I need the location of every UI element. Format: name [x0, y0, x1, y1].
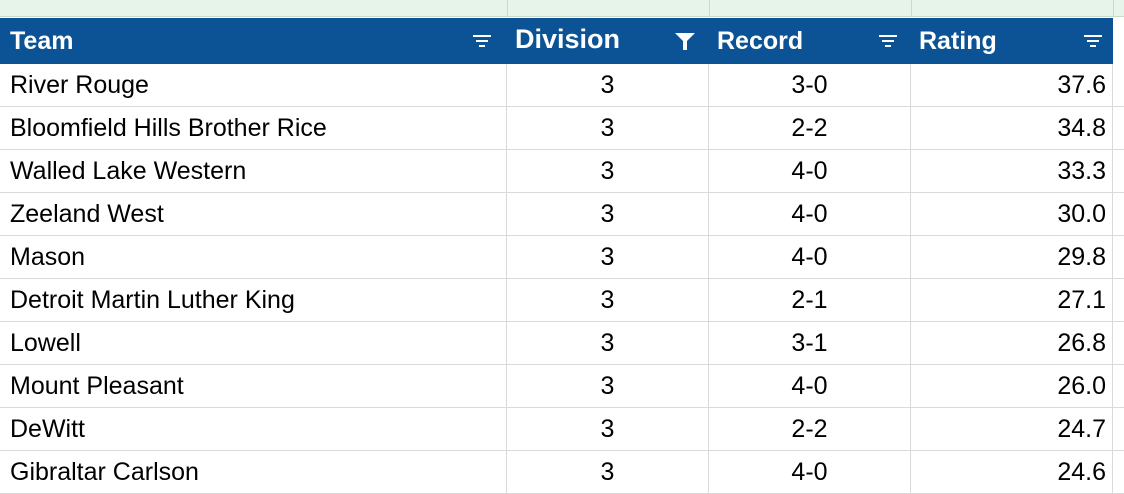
table-row[interactable]: Mount Pleasant 3 4-0 26.0	[0, 365, 1124, 408]
cell-empty[interactable]	[1113, 279, 1124, 321]
cell-record[interactable]: 4-0	[709, 236, 911, 278]
filter-lines-icon[interactable]	[876, 30, 900, 52]
cell-record[interactable]: 4-0	[709, 451, 911, 493]
header-row: Team Division Record Rating	[0, 18, 1124, 64]
table-row[interactable]: Zeeland West 3 4-0 30.0	[0, 193, 1124, 236]
cell-empty[interactable]	[1113, 64, 1124, 106]
table-row[interactable]: Mason 3 4-0 29.8	[0, 236, 1124, 279]
table-row[interactable]: Detroit Martin Luther King 3 2-1 27.1	[0, 279, 1124, 322]
table-row[interactable]: Lowell 3 3-1 26.8	[0, 322, 1124, 365]
cell-division[interactable]: 3	[507, 279, 709, 321]
column-divider	[507, 0, 508, 16]
cell-record[interactable]: 2-2	[709, 408, 911, 450]
filter-lines-icon[interactable]	[1081, 30, 1105, 52]
cell-empty[interactable]	[1113, 236, 1124, 278]
cell-division[interactable]: 3	[507, 150, 709, 192]
column-divider	[911, 0, 912, 16]
cell-rating[interactable]: 26.8	[911, 322, 1113, 364]
table-row[interactable]: Walled Lake Western 3 4-0 33.3	[0, 150, 1124, 193]
cell-empty[interactable]	[1113, 322, 1124, 364]
cell-rating[interactable]: 33.3	[911, 150, 1113, 192]
cell-team[interactable]: Mason	[0, 236, 507, 278]
cell-team[interactable]: Detroit Martin Luther King	[0, 279, 507, 321]
table-row[interactable]: Gibraltar Carlson 3 4-0 24.6	[0, 451, 1124, 494]
header-label-division: Division	[515, 23, 621, 54]
cell-empty[interactable]	[1113, 150, 1124, 192]
cell-record[interactable]: 3-1	[709, 322, 911, 364]
column-divider	[709, 0, 710, 16]
frozen-row-strip	[0, 0, 1124, 17]
column-divider	[1113, 0, 1114, 16]
header-label-record: Record	[717, 26, 804, 55]
next-column-header[interactable]	[1113, 18, 1124, 64]
cell-division[interactable]: 3	[507, 322, 709, 364]
cell-empty[interactable]	[1113, 365, 1124, 407]
cell-division[interactable]: 3	[507, 64, 709, 106]
cell-team[interactable]: Mount Pleasant	[0, 365, 507, 407]
cell-record[interactable]: 3-0	[709, 64, 911, 106]
cell-team[interactable]: Lowell	[0, 322, 507, 364]
cell-rating[interactable]: 24.7	[911, 408, 1113, 450]
cell-record[interactable]: 4-0	[709, 193, 911, 235]
cell-rating[interactable]: 30.0	[911, 193, 1113, 235]
cell-empty[interactable]	[1113, 193, 1124, 235]
cell-record[interactable]: 2-2	[709, 107, 911, 149]
header-cell-team[interactable]: Team	[0, 18, 507, 64]
cell-rating[interactable]: 34.8	[911, 107, 1113, 149]
spreadsheet-grid: Team Division Record Rating	[0, 18, 1124, 494]
cell-division[interactable]: 3	[507, 451, 709, 493]
filter-lines-icon[interactable]	[470, 30, 494, 52]
cell-record[interactable]: 2-1	[709, 279, 911, 321]
filter-funnel-active-icon[interactable]	[673, 30, 697, 52]
header-cell-record[interactable]: Record	[709, 18, 911, 64]
cell-team[interactable]: Gibraltar Carlson	[0, 451, 507, 493]
cell-division[interactable]: 3	[507, 193, 709, 235]
cell-rating[interactable]: 27.1	[911, 279, 1113, 321]
cell-record[interactable]: 4-0	[709, 365, 911, 407]
table-row[interactable]: Bloomfield Hills Brother Rice 3 2-2 34.8	[0, 107, 1124, 150]
cell-record[interactable]: 4-0	[709, 150, 911, 192]
cell-empty[interactable]	[1113, 451, 1124, 493]
cell-rating[interactable]: 24.6	[911, 451, 1113, 493]
cell-team[interactable]: River Rouge	[0, 64, 507, 106]
cell-rating[interactable]: 37.6	[911, 64, 1113, 106]
table-row[interactable]: River Rouge 3 3-0 37.6	[0, 64, 1124, 107]
cell-empty[interactable]	[1113, 408, 1124, 450]
header-label-team: Team	[10, 26, 74, 55]
header-label-rating: Rating	[919, 26, 997, 55]
header-cell-rating[interactable]: Rating	[911, 18, 1113, 64]
cell-team[interactable]: Walled Lake Western	[0, 150, 507, 192]
cell-team[interactable]: DeWitt	[0, 408, 507, 450]
cell-team[interactable]: Bloomfield Hills Brother Rice	[0, 107, 507, 149]
cell-empty[interactable]	[1113, 107, 1124, 149]
cell-rating[interactable]: 26.0	[911, 365, 1113, 407]
header-cell-division[interactable]: Division	[507, 18, 709, 64]
cell-team[interactable]: Zeeland West	[0, 193, 507, 235]
cell-division[interactable]: 3	[507, 408, 709, 450]
cell-division[interactable]: 3	[507, 107, 709, 149]
table-row[interactable]: DeWitt 3 2-2 24.7	[0, 408, 1124, 451]
cell-division[interactable]: 3	[507, 236, 709, 278]
cell-division[interactable]: 3	[507, 365, 709, 407]
cell-rating[interactable]: 29.8	[911, 236, 1113, 278]
